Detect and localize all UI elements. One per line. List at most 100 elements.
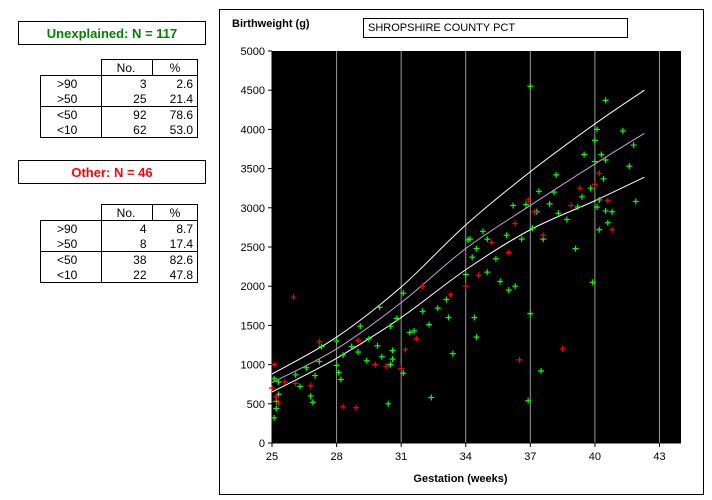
data-point xyxy=(449,350,456,357)
chart-frame: 0 500 1000 1500 2000 2500 3000 3500 4000 4500 5000… xyxy=(219,9,704,495)
data-point xyxy=(387,361,394,368)
data-point xyxy=(389,356,396,363)
data-point xyxy=(546,200,553,207)
x-tick-label: 31 xyxy=(395,451,407,463)
y-tick-label: 3500 xyxy=(241,164,265,176)
data-point xyxy=(632,198,639,205)
data-point xyxy=(555,210,562,217)
row-pct: 78.6 xyxy=(152,106,198,122)
centile-curve xyxy=(271,176,645,393)
data-point xyxy=(333,362,340,369)
data-point xyxy=(355,349,362,356)
header-blank xyxy=(41,205,102,221)
table-row: <50 38 82.6 xyxy=(40,251,198,267)
data-point xyxy=(602,156,609,163)
y-tick-label: 4000 xyxy=(241,124,265,136)
data-point xyxy=(510,202,517,209)
data-point xyxy=(419,283,426,290)
data-point xyxy=(445,314,452,321)
data-point xyxy=(572,245,579,252)
data-point xyxy=(484,269,491,276)
x-tick-label: 25 xyxy=(266,451,278,463)
data-point xyxy=(559,345,566,352)
table-row: >50 25 21.4 xyxy=(40,91,198,107)
row-no: 92 xyxy=(101,106,153,122)
data-point xyxy=(581,151,588,158)
data-point xyxy=(604,219,611,226)
data-point xyxy=(365,335,372,342)
row-no: 3 xyxy=(101,75,153,91)
row-label: >90 xyxy=(40,75,102,91)
data-point xyxy=(352,404,359,411)
table-row: >90 4 8.7 xyxy=(40,220,198,236)
data-point xyxy=(598,151,605,158)
data-point xyxy=(292,371,299,378)
data-point xyxy=(419,308,426,315)
other-title-text: Other: N = 46 xyxy=(71,164,153,180)
data-point xyxy=(518,236,525,243)
table-row: <10 62 53.0 xyxy=(40,122,198,138)
data-point xyxy=(529,225,536,232)
data-point xyxy=(589,279,596,286)
row-pct: 47.8 xyxy=(152,267,198,283)
y-tick-label: 1500 xyxy=(241,320,265,332)
data-point xyxy=(630,142,637,149)
data-point xyxy=(335,369,342,376)
data-point xyxy=(596,226,603,233)
data-point xyxy=(594,126,601,133)
data-point xyxy=(389,347,396,354)
data-point xyxy=(574,204,581,211)
data-point xyxy=(587,185,594,192)
row-label: <50 xyxy=(40,106,102,122)
table-row: <50 92 78.6 xyxy=(40,106,198,122)
row-no: 25 xyxy=(101,91,153,107)
data-point xyxy=(296,383,303,390)
data-point xyxy=(609,208,616,215)
data-point xyxy=(385,400,392,407)
data-point xyxy=(383,363,390,370)
chart-title-box: SHROPSHIRE COUNTY PCT xyxy=(363,18,628,38)
data-point xyxy=(527,83,534,90)
data-point xyxy=(400,370,407,377)
data-point xyxy=(505,287,512,294)
data-point xyxy=(337,376,344,383)
header-pct: % xyxy=(152,59,198,76)
data-point xyxy=(316,358,323,365)
data-point xyxy=(604,197,611,204)
data-point xyxy=(411,327,418,334)
data-point xyxy=(387,323,394,330)
y-tick-label: 1000 xyxy=(241,360,265,372)
data-point xyxy=(406,329,413,336)
data-point xyxy=(398,365,405,372)
chart-title: SHROPSHIRE COUNTY PCT xyxy=(368,22,516,34)
data-point xyxy=(443,296,450,303)
data-point xyxy=(340,403,347,410)
data-point xyxy=(309,399,316,406)
data-point xyxy=(563,216,570,223)
data-point xyxy=(550,189,557,196)
y-tick-label: 4500 xyxy=(241,85,265,97)
y-axis-title: Birthweight (g) xyxy=(232,18,310,30)
data-point xyxy=(525,196,532,203)
data-point xyxy=(473,245,480,252)
data-point xyxy=(602,97,609,104)
data-point xyxy=(447,291,454,298)
data-point xyxy=(400,290,407,297)
y-tick-label: 2000 xyxy=(241,281,265,293)
data-point xyxy=(516,356,523,363)
table-row: >90 3 2.6 xyxy=(40,75,198,91)
data-point xyxy=(473,334,480,341)
data-point xyxy=(471,314,478,321)
row-pct: 8.7 xyxy=(152,220,198,236)
data-point xyxy=(540,232,547,239)
data-point xyxy=(591,137,598,144)
data-point xyxy=(469,254,476,261)
data-point xyxy=(376,304,383,311)
data-point xyxy=(594,204,601,211)
data-point xyxy=(600,175,607,182)
unexplained-title-text: Unexplained: N = 117 xyxy=(46,25,178,41)
data-point xyxy=(576,185,583,192)
data-point xyxy=(292,380,299,387)
row-label: <10 xyxy=(40,122,102,138)
row-no: 62 xyxy=(101,122,153,138)
